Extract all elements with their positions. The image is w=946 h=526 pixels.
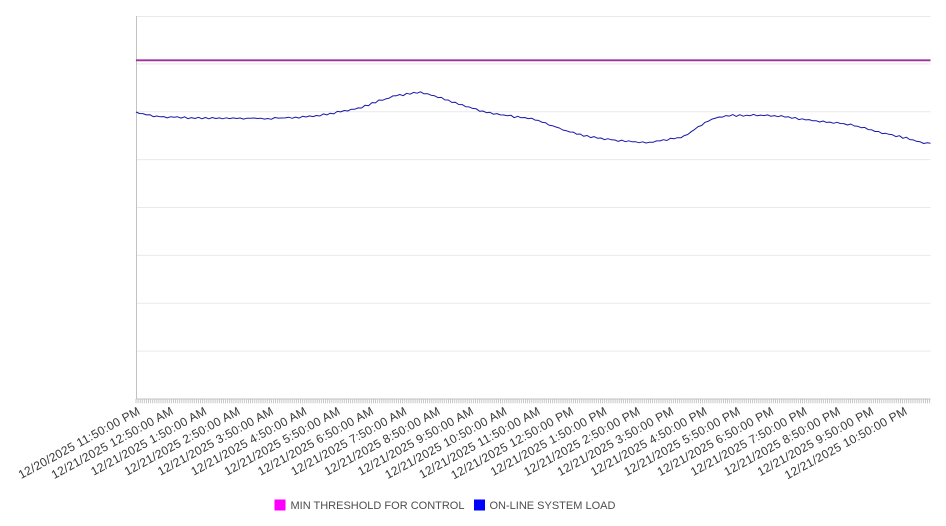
svg-text:ON-LINE SYSTEM LOAD: ON-LINE SYSTEM LOAD [490, 500, 616, 512]
svg-text:MIN THRESHOLD FOR CONTROL: MIN THRESHOLD FOR CONTROL [291, 500, 465, 512]
